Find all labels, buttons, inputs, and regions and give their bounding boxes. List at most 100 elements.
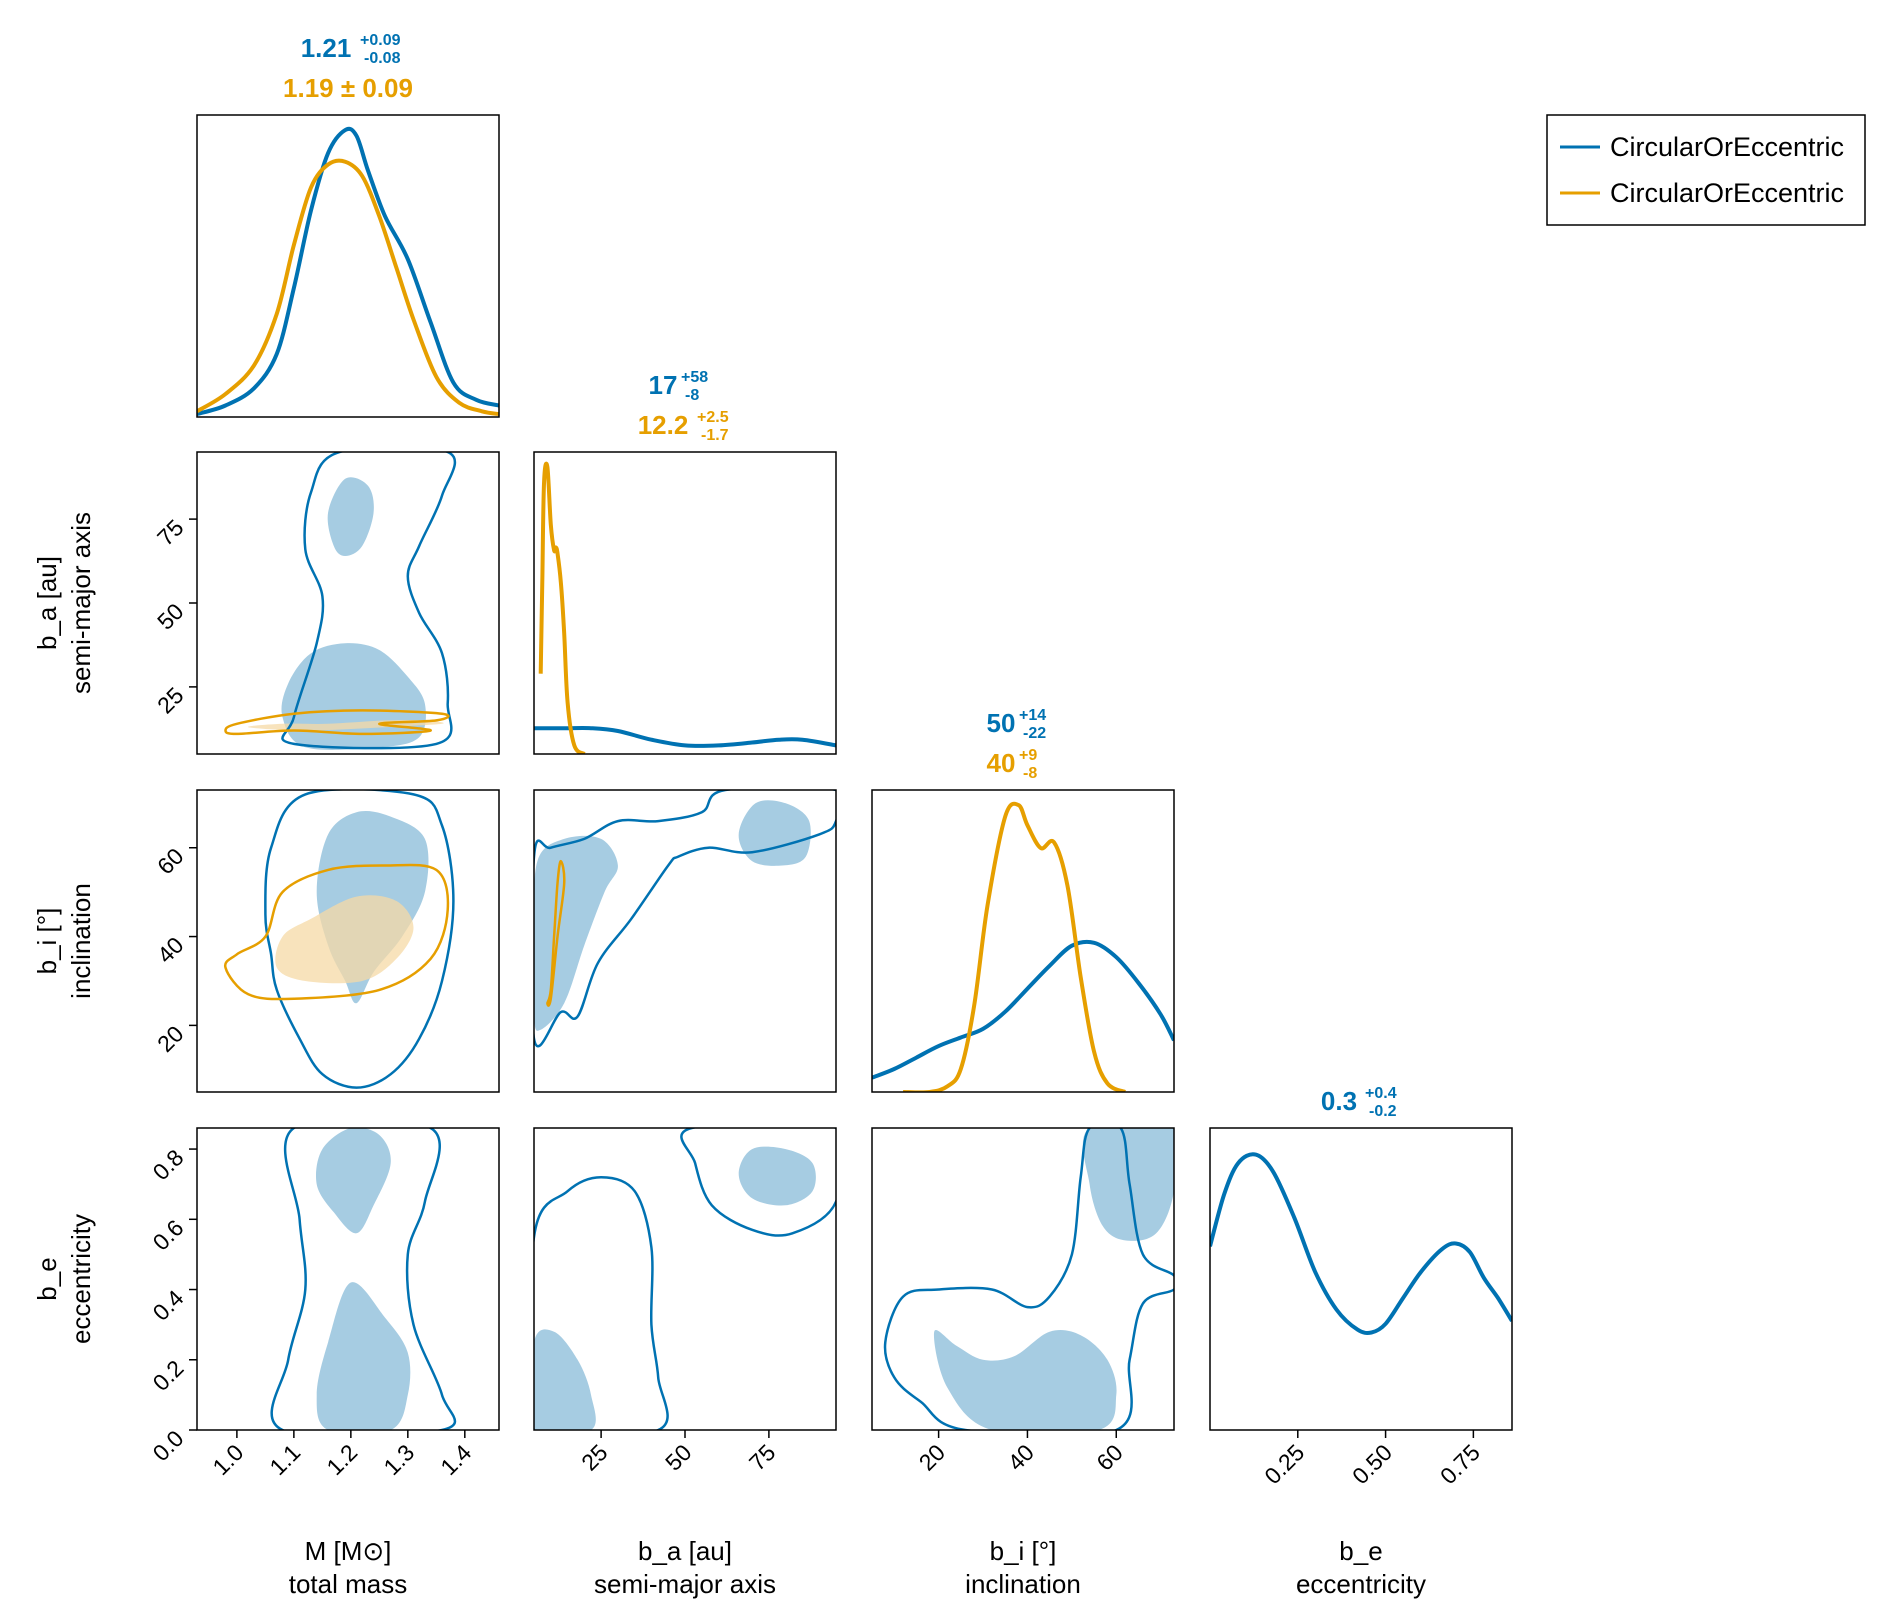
diag-panel-b_a: 17 +58-8 12.2 +2.5-1.7: [533, 369, 837, 755]
x-tick-label: 0.25: [1259, 1439, 1309, 1489]
diag-panel-M: 1.21 +0.09-0.08 1.19 ± 0.09: [196, 32, 500, 418]
kde-curve-M-blue: [197, 126, 499, 417]
pair-panel-b_i-b_e: [871, 1127, 1175, 1431]
stat-M-1: 1.19 ± 0.09: [283, 73, 413, 103]
kde-curve-b_i-orange: [903, 801, 1126, 1092]
pair-panel-b_a-b_i: [533, 789, 837, 1093]
density-contour-blue-0: [270, 1128, 457, 1430]
x-tick-label: 1.0: [207, 1439, 248, 1480]
x-tick-label: 1.2: [321, 1439, 362, 1480]
density-contour-blue-0: [534, 790, 836, 1048]
x-tick-label: 75: [744, 1439, 780, 1475]
y-axis-label-b_i: b_i [°]: [32, 908, 62, 975]
x-axis-label-b_e: b_e: [1339, 1536, 1382, 1566]
y-tick-label: 75: [152, 514, 188, 550]
diag-panel-b_i: 50 +14-22 40 +9-8: [871, 707, 1175, 1093]
density-fill-blue-1: [1082, 1128, 1174, 1241]
y-tick-label: 0.0: [148, 1425, 189, 1466]
y-axis-desc-b_a: semi-major axis: [66, 512, 96, 694]
x-axis-label-M: M [M⊙]: [305, 1536, 392, 1566]
legend-label-orange: CircularOrEccentric: [1610, 178, 1844, 208]
x-axis-b_a: 25 50 75 b_a [au]semi-major axis: [576, 1430, 780, 1599]
y-tick-label: 0.8: [148, 1144, 189, 1185]
kde-curve-b_e-blue: [1210, 1152, 1512, 1335]
x-axis-desc-b_i: inclination: [965, 1569, 1081, 1599]
legend: CircularOrEccentric CircularOrEccentric: [1546, 114, 1866, 226]
kde-curve-b_a-orange: [538, 461, 586, 754]
stat-median-b_i-0: 50: [987, 708, 1016, 738]
panel-frame: [1209, 1127, 1513, 1431]
x-tick-label: 25: [576, 1439, 612, 1475]
kde-curve-b_a-blue: [534, 725, 836, 748]
stat-plus-b_i-1: +9: [1019, 747, 1037, 764]
stat-median-b_a-0: 17: [649, 370, 678, 400]
x-axis-M: 1.0 1.1 1.2 1.3 1.4 M [M⊙]total mass: [207, 1430, 476, 1599]
panel-frame: [196, 789, 500, 1093]
y-tick-label: 0.2: [148, 1355, 189, 1396]
density-fill-blue-0: [316, 1282, 411, 1430]
y-axis-desc-b_i: inclination: [66, 883, 96, 999]
y-axis-b_a: 25 50 75 b_a [au] semi-major axis: [32, 512, 197, 719]
y-axis-desc-b_e: eccentricity: [66, 1214, 96, 1344]
x-axis-desc-M: total mass: [289, 1569, 408, 1599]
stat-minus-b_a-1: -1.7: [701, 427, 729, 444]
panel-frame: [533, 451, 837, 755]
diag-panel-b_e: 0.3 +0.4-0.2: [1209, 1085, 1513, 1431]
x-tick-label: 20: [914, 1439, 950, 1475]
x-tick-label: 50: [660, 1439, 696, 1475]
stat-plus-M-0: +0.09: [360, 32, 401, 49]
x-tick-label: 1.1: [264, 1439, 305, 1480]
density-contour-blue-0: [534, 1175, 669, 1430]
x-axis-label-b_i: b_i [°]: [990, 1536, 1057, 1566]
density-contour-orange-0: [546, 859, 566, 1007]
x-tick-label: 60: [1091, 1439, 1127, 1475]
density-contour-blue-0: [281, 452, 456, 750]
density-contour-blue-0: [883, 1128, 1174, 1430]
legend-label-blue: CircularOrEccentric: [1610, 132, 1844, 162]
stat-minus-b_e-0: -0.2: [1369, 1103, 1397, 1120]
density-contour-blue-0: [264, 790, 455, 1089]
density-fill-blue-0: [534, 835, 618, 1031]
kde-curve-M-orange: [197, 158, 499, 417]
x-axis-desc-b_a: semi-major axis: [594, 1569, 776, 1599]
pair-panel-M-b_i: [196, 789, 500, 1093]
stat-median-M-0: 1.21: [301, 33, 352, 63]
y-tick-label: 50: [152, 598, 188, 634]
y-axis-b_e: 0.0 0.2 0.4 0.6 0.8 b_e eccentricity: [32, 1144, 197, 1466]
stat-plus-b_a-0: +58: [681, 369, 708, 386]
stat-minus-M-0: -0.08: [364, 50, 401, 67]
panel-frame: [871, 789, 1175, 1093]
pair-panel-M-b_a: [196, 451, 500, 755]
x-axis-b_i: 20 40 60 b_i [°]inclination: [914, 1430, 1128, 1599]
x-tick-label: 1.4: [435, 1439, 476, 1480]
y-tick-label: 25: [152, 682, 188, 718]
panel-frame: [533, 789, 837, 1093]
pair-panel-M-b_e: [196, 1127, 500, 1431]
x-axis-label-b_a: b_a [au]: [638, 1536, 732, 1566]
stat-plus-b_e-0: +0.4: [1365, 1085, 1397, 1102]
density-contour-orange-0: [224, 709, 450, 736]
density-contour-orange-0: [223, 863, 450, 1001]
y-axis-label-b_e: b_e: [32, 1257, 62, 1300]
y-tick-label: 0.6: [148, 1214, 189, 1255]
y-tick-label: 40: [152, 932, 188, 968]
legend-box: [1546, 114, 1866, 226]
stat-median-b_i-1: 40: [987, 748, 1016, 778]
panel-frame: [196, 1127, 500, 1431]
stat-minus-b_i-1: -8: [1023, 765, 1037, 782]
density-fill-blue-0: [534, 1329, 596, 1430]
y-axis-label-b_a: b_a [au]: [32, 556, 62, 650]
stat-median-b_a-1: 12.2: [638, 410, 689, 440]
panel-frame: [196, 114, 500, 418]
density-fill-blue-1: [738, 800, 811, 866]
y-axis-b_i: 20 40 60 b_i [°] inclination: [32, 843, 197, 1057]
stat-median-b_e-0: 0.3: [1321, 1086, 1357, 1116]
density-contour-blue-1: [680, 1128, 836, 1237]
x-axis-desc-b_e: eccentricity: [1296, 1569, 1426, 1599]
y-tick-label: 60: [152, 843, 188, 879]
density-fill-blue-1: [315, 1128, 391, 1234]
stat-minus-b_a-0: -8: [685, 387, 699, 404]
x-tick-label: 40: [1002, 1439, 1038, 1475]
pair-panel-b_a-b_e: [533, 1127, 837, 1431]
